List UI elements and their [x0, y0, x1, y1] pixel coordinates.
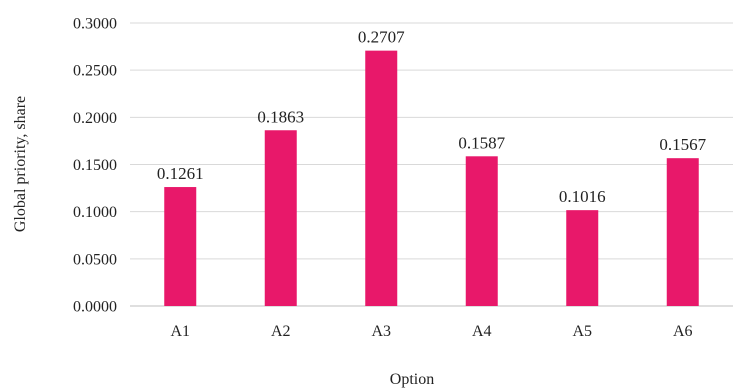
x-tick-label-a6: A6 [673, 323, 693, 340]
gridlines [130, 22, 733, 307]
y-axis-title: Global priority, share [12, 96, 29, 232]
y-tick-label: 0.0500 [73, 251, 117, 268]
bar-a4 [465, 156, 498, 306]
data-label-a1: 0.1261 [157, 164, 204, 183]
data-label-a4: 0.1587 [458, 133, 505, 152]
x-axis-title: Option [390, 371, 434, 388]
data-labels: 0.1261 0.1863 0.2707 0.1587 0.1016 0.1567 [157, 28, 707, 207]
x-tick-label-a2: A2 [271, 323, 291, 340]
bar-a6 [666, 158, 699, 306]
data-label-a5: 0.1016 [559, 187, 606, 206]
bar-a2 [264, 130, 297, 306]
x-tick-label-a5: A5 [572, 323, 592, 340]
bars [164, 50, 699, 307]
x-tick-label-a1: A1 [170, 323, 190, 340]
y-tick-label: 0.1500 [73, 157, 117, 174]
x-tick-label-a4: A4 [472, 323, 492, 340]
y-tick-label: 0.0000 [73, 299, 117, 316]
y-tick-label: 0.1000 [73, 204, 117, 221]
x-tick-label-a3: A3 [371, 323, 391, 340]
bar-a5 [566, 210, 599, 306]
data-label-a3: 0.2707 [358, 28, 405, 47]
y-tick-label: 0.3000 [73, 16, 117, 33]
data-label-a6: 0.1567 [659, 135, 706, 154]
bar-a1 [164, 187, 197, 306]
data-label-a2: 0.1863 [257, 107, 304, 126]
x-axis-ticks: A1 A2 A3 A4 A5 A6 [170, 323, 692, 340]
y-tick-label: 0.2500 [73, 63, 117, 80]
y-axis-ticks: 0.0000 0.0500 0.1000 0.1500 0.2000 0.2500 0.30… [73, 16, 117, 316]
bar-a3 [365, 50, 398, 307]
y-tick-label: 0.2000 [73, 110, 117, 127]
